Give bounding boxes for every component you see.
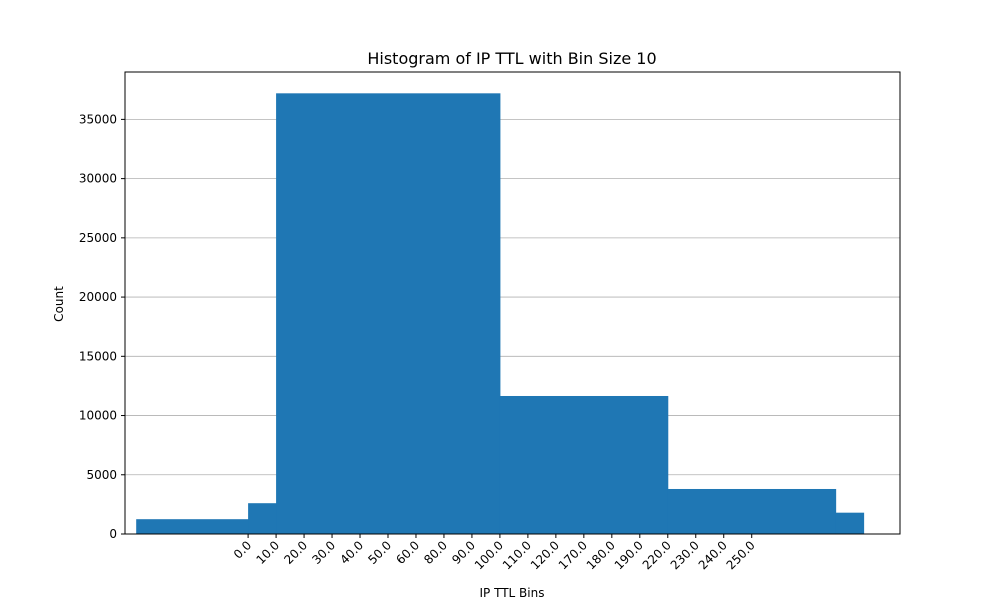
- plot-frame: [124, 71, 901, 535]
- y-axis-title: Count: [52, 286, 66, 322]
- y-tick-label: 15000: [79, 349, 117, 363]
- histogram-bar: [499, 395, 669, 534]
- y-tick-label: 5000: [86, 468, 117, 482]
- y-tick-label: 0: [109, 527, 117, 541]
- histogram-bar: [136, 519, 249, 534]
- histogram-bars: [136, 93, 865, 535]
- y-tick-label: 30000: [79, 172, 117, 186]
- y-tick-label: 10000: [79, 409, 117, 423]
- histogram-bar: [276, 93, 501, 535]
- y-tick-label: 35000: [79, 112, 117, 126]
- histogram-bar: [667, 488, 837, 534]
- y-axis-ticks: 0 5000 10000 15000 20000 25000 30000 35000: [79, 112, 125, 541]
- x-axis-title: IP TTL Bins: [480, 586, 545, 600]
- chart-title: Histogram of IP TTL with Bin Size 10: [367, 49, 656, 68]
- y-tick-label: 25000: [79, 231, 117, 245]
- y-tick-label: 20000: [79, 290, 117, 304]
- histogram-bar: [248, 503, 277, 534]
- histogram-bar: [835, 512, 865, 534]
